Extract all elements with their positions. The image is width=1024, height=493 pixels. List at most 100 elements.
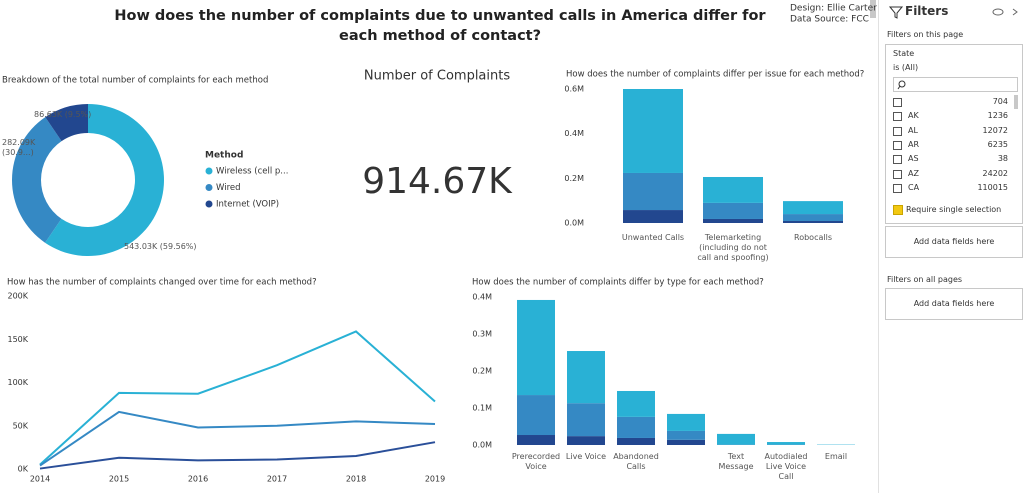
x-tick-label-box: Autodialed Live Voice Call: [764, 452, 808, 481]
drop-zone[interactable]: Add data fields here: [885, 226, 1023, 258]
y-tick-label: 0K: [18, 465, 29, 474]
option-label: Require single selection: [906, 205, 1002, 214]
line-series: [39, 410, 436, 467]
x-tick-label: Telemarketing (including do not call and…: [697, 233, 769, 262]
data-label: 543.03K (59.56%): [124, 242, 197, 251]
x-tick-label-box: Live Voice: [565, 452, 607, 461]
x-tick-label-box: Unwanted Calls: [621, 233, 685, 242]
x-tick-label: Abandoned Calls: [613, 452, 659, 471]
x-tick-label: Autodialed Live Voice Call: [764, 452, 808, 481]
y-tick-label: 150K: [7, 335, 28, 344]
bar-segment: [783, 214, 843, 221]
x-tick-label-box: Abandoned Calls: [613, 452, 659, 471]
state-name: AZ: [908, 168, 919, 178]
x-tick-label-box: Telemarketing (including do not call and…: [697, 233, 769, 262]
y-tick-label: 0.6M: [564, 85, 584, 94]
line-series: [39, 441, 436, 470]
legend-label: Internet (VOIP): [216, 200, 279, 210]
bar-segment: [623, 172, 683, 211]
x-tick-label: Prerecorded Voice: [511, 452, 561, 471]
card-value: 914.67K: [362, 161, 513, 202]
x-tick-label-box: Prerecorded Voice: [511, 452, 561, 471]
card-title: Number of Complaints: [364, 69, 510, 84]
y-tick-label: 0.0M: [564, 219, 584, 228]
y-tick-label: 0.0M: [472, 441, 492, 450]
data-label: 282.09K (30.9...): [2, 138, 36, 157]
legend-swatch: [205, 167, 213, 175]
legend-swatch: [205, 184, 213, 191]
state-count: 1236: [987, 111, 1008, 121]
scrollbar: [870, 0, 876, 18]
y-tick-label: 0.4M: [564, 129, 584, 138]
drop-zone-text: Add data fields here: [913, 299, 995, 308]
y-tick-label: 200K: [7, 292, 28, 301]
drop-zone[interactable]: Add data fields here: [885, 288, 1023, 320]
checkbox[interactable]: [893, 155, 902, 165]
donut-slice: [45, 104, 88, 142]
y-tick-label: 100K: [7, 378, 28, 387]
chart-title: How does the number of complaints differ…: [472, 278, 764, 288]
pane-icons[interactable]: [991, 7, 1021, 17]
bar-segment: [617, 437, 655, 445]
y-tick-label: 0.2M: [564, 174, 584, 183]
pane-title: Filters: [905, 4, 949, 18]
bar-segment: [667, 413, 705, 431]
state-count: 38: [997, 154, 1008, 164]
search-icon: [897, 80, 906, 90]
donut-slice: [45, 104, 164, 256]
bar-segment: [703, 218, 763, 223]
bar-segment: [703, 176, 763, 203]
state-name: AK: [908, 111, 919, 121]
title-box: How does the number of complaints due to…: [114, 8, 765, 44]
x-tick-label: Text Message: [718, 452, 754, 471]
legend-swatch: [205, 200, 213, 208]
x-tick-label: Live Voice: [565, 452, 607, 461]
data-label-box: 543.03K (59.56%): [124, 242, 197, 251]
checkbox[interactable]: [893, 169, 902, 179]
y-tick-label: 0.2M: [472, 367, 492, 376]
state-count: 24202: [982, 168, 1008, 178]
y-tick-label: 0.4M: [472, 293, 492, 302]
report-canvas: How does the number of complaints due to…: [2, 0, 877, 484]
state-name: CA: [908, 182, 920, 192]
bar-segment: [517, 395, 555, 436]
bar-segment: [567, 403, 605, 437]
bar-segment: [717, 433, 755, 445]
bar-segment: [623, 89, 683, 173]
filter-icon: [889, 6, 903, 19]
x-tick-label-box: Email: [825, 452, 847, 461]
credit: Design: Ellie Carter: [790, 4, 877, 14]
checkbox[interactable]: [893, 98, 902, 107]
chart-title: How does the number of complaints differ…: [566, 70, 864, 80]
x-tick-label: 2016: [188, 475, 208, 484]
x-tick-label-box: Robocalls: [794, 233, 832, 242]
checkbox[interactable]: [893, 140, 902, 150]
bar-segment: [623, 210, 683, 223]
checkbox[interactable]: [893, 112, 902, 122]
x-tick-label: 2018: [346, 475, 366, 484]
checkbox-checked[interactable]: [893, 205, 903, 215]
bar-segment: [667, 430, 705, 440]
search-box[interactable]: [893, 77, 1018, 92]
checkbox[interactable]: [893, 183, 902, 193]
bar-segment: [767, 442, 805, 445]
section-label: Filters on this page: [887, 30, 964, 39]
bar-segment: [703, 202, 763, 219]
bar-segment: [617, 390, 655, 417]
x-tick-label: Robocalls: [794, 233, 832, 242]
x-tick-label: Unwanted Calls: [621, 233, 685, 242]
drop-zone-text: Add data fields here: [913, 237, 995, 246]
donut-slice: [11, 117, 62, 243]
credit: Data Source: FCC: [790, 15, 869, 25]
filter-card[interactable]: State is (All) 704 AK 1236 AL 12072 AR 6235 AS 3…: [885, 44, 1023, 224]
list-scrollbar: [1014, 95, 1018, 109]
bar-segment: [567, 351, 605, 404]
chart-title: How has the number of complaints changed…: [7, 278, 317, 288]
bar-segment: [667, 439, 705, 445]
bar-segment: [783, 220, 843, 223]
y-tick-label: 0.1M: [472, 404, 492, 413]
checkbox[interactable]: [893, 126, 902, 136]
bar-segment: [517, 299, 555, 396]
x-tick-label: 2017: [267, 475, 287, 484]
